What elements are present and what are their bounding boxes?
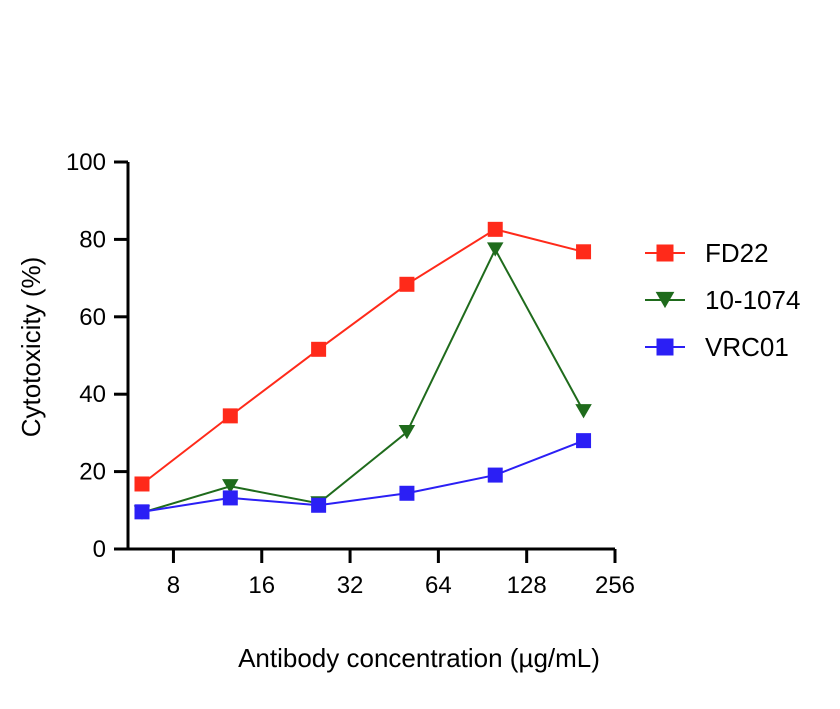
legend-label: VRC01 (705, 332, 789, 362)
legend-item: 10-1074 (645, 285, 800, 315)
data-point (399, 485, 415, 501)
x-axis-title: Antibody concentration (µg/mL) (238, 643, 600, 673)
y-tick-label: 60 (79, 304, 106, 331)
data-point (576, 433, 592, 449)
legend-marker (656, 244, 674, 262)
x-tick-label: 16 (248, 572, 275, 599)
y-axis: 0 20 40 60 80 100 (66, 149, 130, 563)
data-point (398, 425, 416, 440)
data-point (222, 408, 238, 424)
data-point (222, 479, 239, 494)
series-vrc01 (134, 433, 592, 520)
series-line (141, 439, 584, 513)
x-tick-label: 64 (425, 572, 452, 599)
legend-label: FD22 (705, 238, 769, 268)
x-tick-label: 32 (337, 572, 364, 599)
data-point (311, 497, 327, 513)
legend-label: 10-1074 (705, 285, 800, 315)
y-tick-label: 0 (93, 536, 106, 563)
data-point (134, 504, 150, 520)
legend-marker (656, 338, 674, 356)
series-fd22 (134, 221, 592, 492)
data-point (487, 221, 503, 237)
data-point (575, 404, 592, 419)
y-tick-label: 20 (79, 459, 106, 486)
legend: FD22 10-1074 VRC01 (645, 238, 800, 362)
data-point (222, 490, 238, 506)
data-point (576, 244, 592, 260)
x-tick-label: 256 (595, 572, 635, 599)
y-axis-title: Cytotoxicity (%) (16, 257, 46, 438)
legend-item: FD22 (645, 238, 769, 268)
data-point (399, 276, 415, 292)
data-point (134, 476, 150, 492)
series-layer (133, 221, 592, 520)
series-line (141, 228, 584, 485)
data-point (311, 341, 327, 357)
x-axis: 8 16 32 64 128 256 (128, 547, 635, 599)
series-10-1074 (133, 242, 592, 520)
x-tick-label: 8 (167, 572, 180, 599)
y-tick-label: 100 (66, 149, 106, 176)
legend-marker (655, 291, 675, 309)
y-tick-label: 80 (79, 226, 106, 253)
series-line (141, 247, 585, 514)
data-point (487, 467, 503, 483)
x-tick-label: 128 (507, 572, 547, 599)
y-tick-label: 40 (79, 381, 106, 408)
data-point (486, 242, 504, 257)
legend-item: VRC01 (645, 332, 789, 362)
